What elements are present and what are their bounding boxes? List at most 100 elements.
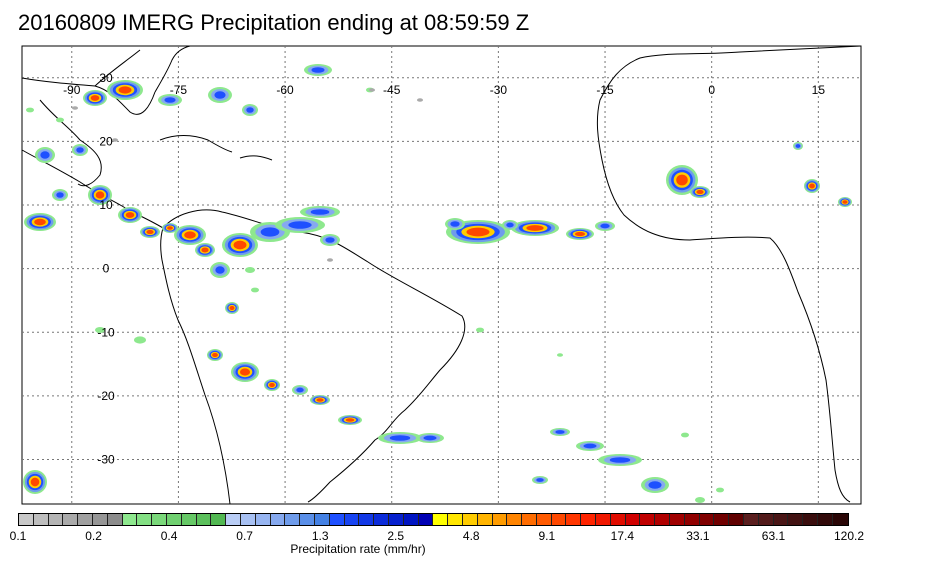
colorbar-cell xyxy=(448,514,463,525)
colorbar-cell xyxy=(344,514,360,525)
longitude-label: -45 xyxy=(383,83,401,97)
longitude-labels: -90 -75 -60 -45 -30 -15 0 15 xyxy=(63,83,825,97)
precipitation-map: -90 -75 -60 -45 -30 -15 0 15 30 20 10 0 -10 -20 -30 xyxy=(21,45,862,505)
colorbar-cell xyxy=(92,514,108,525)
map-title: 20160809 IMERG Precipitation ending at 0… xyxy=(18,10,530,35)
colorbar-cell xyxy=(640,514,656,525)
colorbar-tick-label: 2.5 xyxy=(387,529,405,543)
colorbar-cell xyxy=(48,514,64,525)
precip-cell xyxy=(125,212,135,218)
precip-cell xyxy=(536,478,544,482)
colorbar-tick-label: 9.1 xyxy=(538,529,556,543)
precip-cell xyxy=(648,481,662,489)
colorbar-cell xyxy=(181,514,197,525)
longitude-label: -30 xyxy=(490,83,508,97)
precip-cell xyxy=(809,183,815,189)
precip-cell xyxy=(26,107,34,113)
precip-cell xyxy=(676,174,688,186)
precip-cell xyxy=(296,387,304,393)
colorbar-cell xyxy=(19,514,34,525)
precip-cell xyxy=(696,189,704,195)
precip-cell xyxy=(246,107,254,113)
colorbar-cell xyxy=(226,514,241,525)
latitude-label: -30 xyxy=(97,452,115,466)
precip-cell xyxy=(526,225,544,231)
colorbar-tick-label: 17.4 xyxy=(610,529,635,543)
latitude-label: 30 xyxy=(99,71,113,85)
longitude-label: 15 xyxy=(812,83,826,97)
longitude-label: 0 xyxy=(708,83,715,97)
colorbar xyxy=(18,513,849,526)
precip-cell xyxy=(90,95,100,101)
precip-cell xyxy=(118,86,132,94)
north-america-coastline xyxy=(94,45,191,93)
colorbar-tick-label: 63.1 xyxy=(761,529,786,543)
colorbar-cell xyxy=(536,514,552,525)
precip-cell xyxy=(201,247,209,253)
precip-cell xyxy=(695,497,705,503)
south-america-coastline xyxy=(160,209,466,505)
precip-cell xyxy=(609,457,631,463)
colorbar-cell xyxy=(596,514,611,525)
precip-cell xyxy=(134,336,146,344)
colorbar-tick-labels: 0.1 0.2 0.4 0.7 1.3 2.5 4.8 9.1 17.4 33.1 63.1 120.… xyxy=(0,529,944,545)
precip-cell xyxy=(583,443,597,449)
colorbar-cell xyxy=(744,514,759,525)
colorbar-cell xyxy=(581,514,597,525)
precip-cell xyxy=(72,106,78,110)
colorbar-cell xyxy=(137,514,153,525)
colorbar-tick-label: 0.2 xyxy=(85,529,102,543)
precip-cell xyxy=(146,229,154,235)
colorbar-tick-label: 120.2 xyxy=(833,529,865,543)
colorbar-cell xyxy=(359,514,375,525)
precip-cell xyxy=(716,487,724,493)
latitude-label: -20 xyxy=(97,389,115,403)
colorbar-cell xyxy=(329,514,345,525)
colorbar-cell xyxy=(655,514,671,525)
precip-cell xyxy=(476,327,484,333)
colorbar-label: Precipitation rate (mm/hr) xyxy=(290,542,426,556)
precip-cell xyxy=(417,98,423,102)
precip-cell xyxy=(316,398,324,402)
precip-cell xyxy=(95,191,105,199)
precip-cell xyxy=(555,430,565,434)
colorbar-cell xyxy=(211,514,227,525)
colorbar-tick-label: 0.1 xyxy=(9,529,27,543)
latitude-label: 0 xyxy=(103,262,110,276)
precip-cell xyxy=(466,227,490,237)
precip-cell xyxy=(369,88,375,92)
colorbar-cell xyxy=(122,514,138,525)
precip-cell xyxy=(325,237,335,243)
precip-cell xyxy=(450,221,460,227)
precip-cell xyxy=(260,227,280,237)
precip-cell xyxy=(34,218,46,226)
colorbar-cell xyxy=(255,514,271,525)
precip-cell xyxy=(30,477,40,487)
precip-cell xyxy=(574,231,586,237)
latitude-label: 10 xyxy=(99,198,113,212)
colorbar-cell xyxy=(477,514,493,525)
latitude-label: 20 xyxy=(99,134,113,148)
precip-cell xyxy=(245,267,255,273)
coastlines xyxy=(21,45,862,505)
map-frame xyxy=(21,45,862,505)
precip-cell xyxy=(600,223,610,229)
caribbean-islands-coastline xyxy=(159,135,273,161)
longitude-label: -60 xyxy=(276,83,294,97)
colorbar-cell xyxy=(388,514,404,525)
precip-cell xyxy=(56,192,64,198)
precip-cell xyxy=(345,418,355,422)
colorbar-cell xyxy=(625,514,641,525)
colorbar-cell xyxy=(300,514,315,525)
colorbar-cell xyxy=(107,514,123,525)
precip-cell xyxy=(327,258,333,262)
colorbar-cell xyxy=(832,514,848,525)
colorbar-cell xyxy=(196,514,212,525)
precip-cell xyxy=(112,138,118,142)
precip-cell xyxy=(233,240,247,250)
colorbar-tick-label: 1.3 xyxy=(311,529,329,543)
colorbar-cell xyxy=(403,514,419,525)
precip-cell xyxy=(269,382,275,388)
precip-cell xyxy=(506,222,514,228)
africa-coastline xyxy=(596,45,862,503)
